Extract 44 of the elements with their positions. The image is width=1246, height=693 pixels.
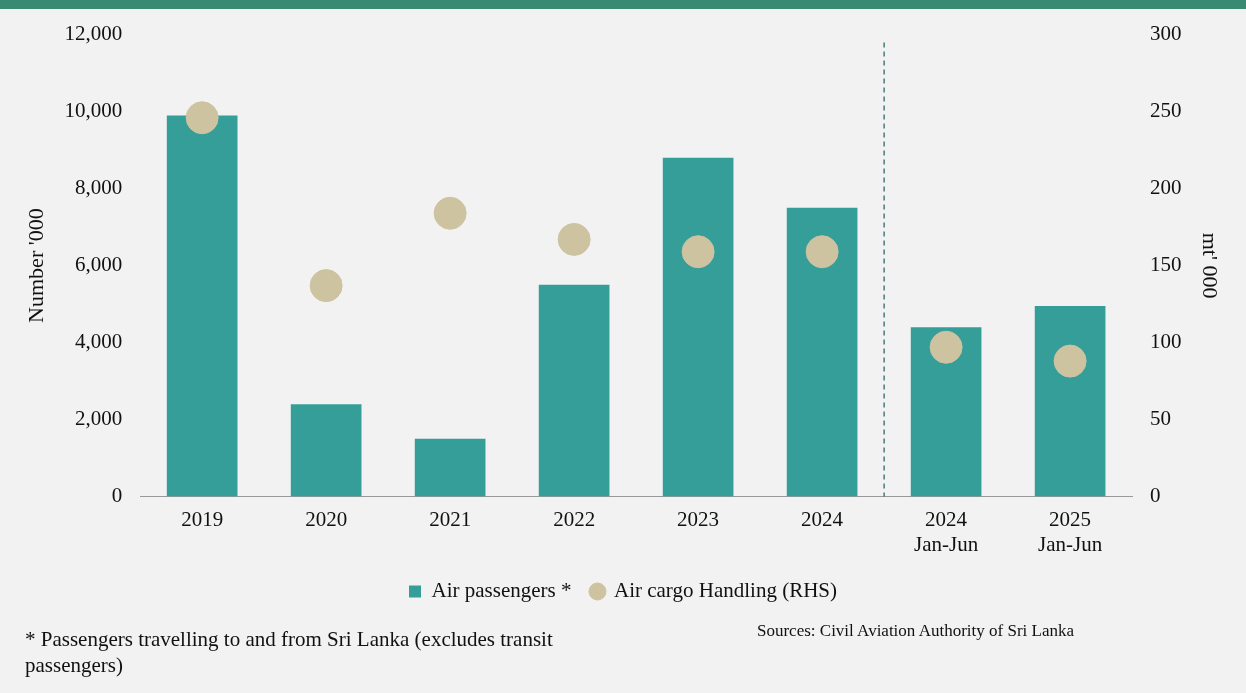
x-tick-label: 2021: [429, 506, 472, 531]
y2-tick-label: 200: [1150, 175, 1182, 200]
x-tick-label: 2023: [677, 506, 720, 531]
bar: [166, 115, 238, 497]
bar: [538, 284, 610, 497]
x-tick-label: 2024: [801, 506, 844, 531]
x-tick-label: 2019: [181, 506, 224, 531]
y-tick-label: 6,000: [74, 252, 123, 277]
source-note: Sources: Civil Aviation Authority of Sri Lanka: [757, 620, 1075, 642]
bar: [290, 404, 362, 497]
y2-tick-label: 100: [1150, 329, 1182, 354]
y2-tick-label: 250: [1150, 98, 1182, 123]
x-tick-label: 2024 Jan-Jun: [914, 506, 979, 556]
y-tick-label: 8,000: [74, 175, 123, 200]
text: * Passengers travelling to and from Sri Lanka (excludes transit passengers): [25, 626, 554, 679]
x-tick-label: 2025 Jan-Jun: [1038, 506, 1103, 556]
y-tick-label: 12,000: [64, 21, 123, 46]
point: [681, 235, 715, 269]
bar: [662, 157, 734, 497]
legend-label: Air cargo Handling (RHS): [613, 578, 837, 603]
point: [1053, 344, 1087, 378]
bar: [1034, 306, 1106, 497]
legend-label: Air passengers *: [431, 578, 572, 603]
x-tick-label: 2022: [553, 506, 596, 531]
point: [309, 269, 343, 303]
point: [433, 196, 467, 230]
y-tick-label: 2,000: [74, 406, 123, 431]
point: [185, 101, 219, 135]
x-tick-label: 2020: [305, 506, 348, 531]
y2-tick-label: 150: [1150, 252, 1182, 277]
bar: [414, 438, 486, 497]
bar: [786, 207, 858, 497]
y2-tick-label: 300: [1150, 21, 1182, 46]
y-tick-label: 10,000: [64, 98, 123, 123]
bar: [910, 327, 982, 497]
y-axis-title: Number '000: [22, 208, 48, 323]
y2-tick-label: 0: [1150, 483, 1161, 508]
y-tick-label: 4,000: [74, 329, 123, 354]
point: [929, 330, 963, 364]
point: [557, 222, 591, 256]
y2-tick-label: 50: [1150, 406, 1172, 431]
y-tick-label: 0: [111, 483, 123, 508]
y2-axis-title: mt' 000: [1198, 232, 1224, 299]
point: [805, 235, 839, 269]
